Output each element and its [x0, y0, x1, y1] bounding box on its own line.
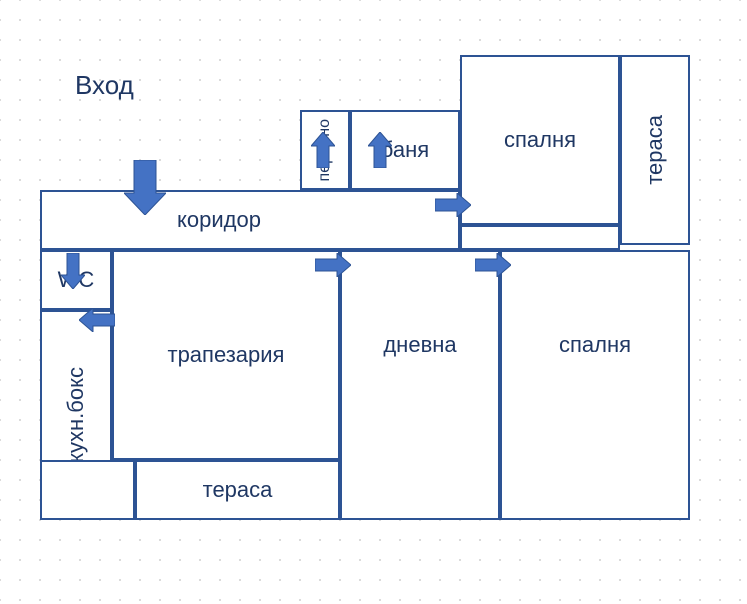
arrow-to_living	[315, 253, 351, 277]
room-bedroom-top: спалня	[460, 55, 620, 225]
room-corridor: коридор	[40, 190, 460, 250]
label-kitchen: кухн.бокс	[63, 367, 89, 463]
label-dining: трапезария	[168, 342, 285, 368]
label-bedroom-bot: спалня	[559, 252, 631, 358]
label-bedroom-top: спалня	[504, 127, 576, 153]
floor-plan: спалня тераса перално баня коридор WC ку…	[40, 55, 710, 520]
room-corridor-ext	[460, 225, 620, 250]
room-bath: баня	[350, 110, 460, 190]
arrow-to_bedbot	[475, 253, 511, 277]
label-living: дневна	[383, 252, 456, 358]
room-bedroom-bot: спалня	[500, 250, 690, 520]
arrow-to_kitchen	[79, 308, 115, 332]
arrow-to_bath	[368, 132, 392, 168]
label-terasa-top: тераса	[642, 115, 668, 185]
room-terasa-bot: тераса	[135, 460, 340, 520]
room-living: дневна	[340, 250, 500, 520]
label-terasa-bot: тераса	[203, 477, 273, 503]
arrow-to_wc	[61, 253, 85, 289]
arrow-to_laundry	[311, 132, 335, 168]
entry-label: Вход	[75, 70, 134, 101]
room-filler-bl	[40, 460, 135, 520]
entry-label-text: Вход	[75, 70, 134, 100]
room-dining: трапезария	[112, 250, 340, 460]
room-terasa-top: тераса	[620, 55, 690, 245]
arrow-entry	[124, 160, 166, 215]
arrow-to_bedtop	[435, 193, 471, 217]
